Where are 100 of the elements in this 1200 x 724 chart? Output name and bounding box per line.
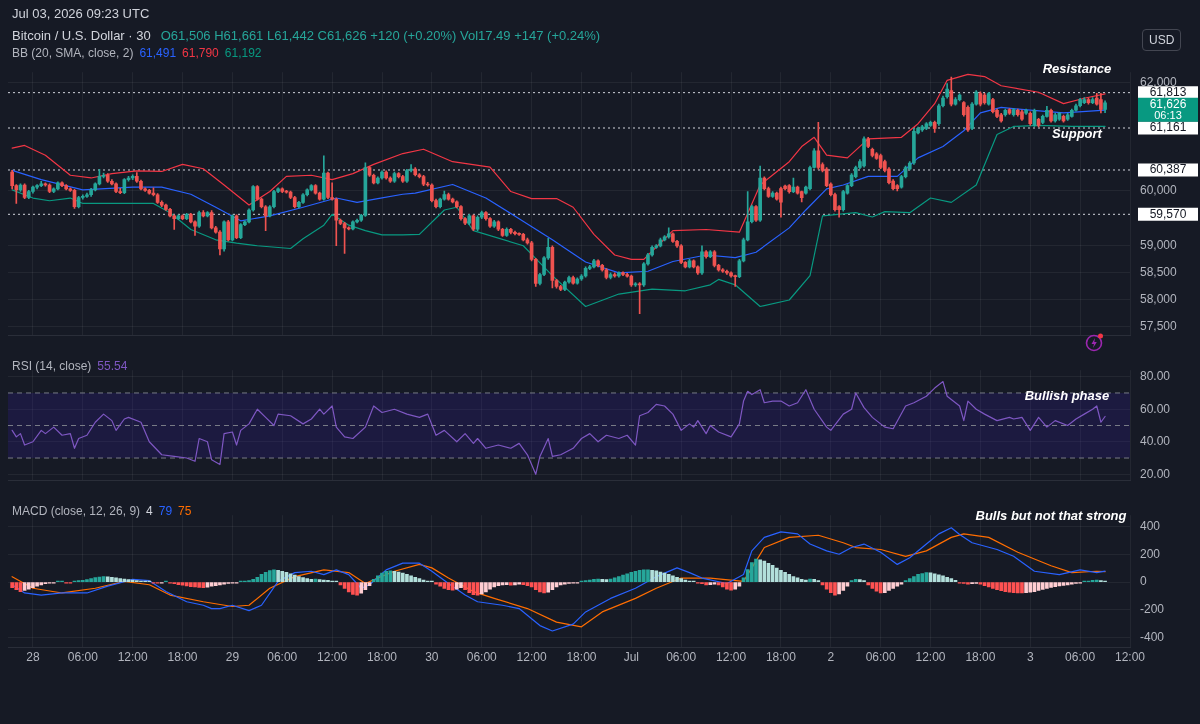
bar [808,578,812,582]
bar [966,582,970,585]
bar [463,582,467,591]
bar [346,582,351,593]
bar [612,577,617,582]
bar [546,582,551,593]
bar [945,576,949,582]
bar [488,582,492,590]
bar [587,579,592,582]
bar [405,574,409,582]
bar [126,579,131,582]
bar [400,572,405,582]
ref-line-label: 61,161 [1149,120,1187,135]
bar [654,570,659,582]
y-tick-label: 20.00 [1140,466,1171,481]
annotation: 79 [158,504,173,518]
x-tick-label: 30 [425,650,439,665]
bar [679,578,684,582]
bar [459,582,463,588]
bar [222,582,226,585]
bar [986,582,991,588]
bar [417,578,422,582]
bar [991,582,995,589]
bar [733,582,738,590]
y-tick-label: 400 [1140,518,1161,533]
bar [666,574,671,582]
bar [438,582,443,587]
annotation: 4 [146,504,153,518]
bar [513,582,517,586]
bar [887,582,891,591]
chart-title: Bitcoin / U.S. Dollar · 30 [12,28,151,43]
bar [26,582,31,590]
bar [197,582,201,588]
bar [484,582,488,593]
bar [621,574,625,582]
text: 61,491 [139,46,177,60]
bar [209,582,214,587]
bar [184,582,189,587]
bar [542,582,546,594]
bar [35,582,39,587]
y-tick-label: 60,000 [1140,183,1178,198]
x-tick-label: 2 [827,650,835,665]
bar [114,577,118,582]
bar [783,572,787,582]
bar [1045,582,1049,589]
bar [409,575,413,582]
bar [625,573,630,582]
bar [891,582,895,589]
bar [1028,582,1033,593]
bar [525,582,530,586]
bar [833,582,837,596]
y-tick-label: 40.00 [1140,434,1171,449]
x-tick-label: 12:00 [117,650,149,665]
bar [1020,582,1024,594]
x-tick-label: 12:00 [1114,650,1146,665]
bar [118,578,123,582]
bar [492,582,497,588]
y-tick-label: -400 [1140,630,1165,645]
bar [213,582,218,586]
bar [93,577,98,582]
bar [1024,582,1028,593]
bar [828,582,833,593]
text: Jul 03, 2026 09:23 UTC [12,6,150,21]
bar [292,574,297,582]
bar [14,582,19,591]
x-tick-label: 18:00 [765,650,797,665]
chart-subtitle: O61,506 H61,661 L61,442 C61,626 +120 (+0.20%) Vol17.49 +147 (+0.24%) [160,28,601,43]
x-tick-label: 12:00 [716,650,747,665]
bar [853,578,858,582]
bar [193,582,197,588]
bar [866,582,871,586]
bar [600,578,605,582]
bar [882,582,887,593]
bar [272,569,276,582]
y-tick-label: 58,000 [1140,291,1178,306]
y-tick-label: 0 [1140,574,1147,589]
y-tick-label: 200 [1140,546,1161,561]
bar [31,582,35,588]
bar [845,582,850,587]
bar [712,582,717,585]
text: 61,626 [1149,97,1187,112]
x-tick-label: 06:00 [865,650,897,665]
annotation: Bulls but not that strong [975,507,1127,523]
bar [380,572,384,582]
x-tick-label: 18:00 [965,650,996,665]
bar [1061,582,1066,586]
bar [1040,582,1045,590]
bar [105,576,110,582]
bar [321,579,326,582]
bar [999,582,1004,592]
bar [496,582,501,586]
bar [754,558,758,582]
bar [189,582,193,587]
bar [941,575,945,582]
x-tick-label: 06:00 [666,650,697,665]
y-tick-label: 80.00 [1140,369,1171,384]
bar [995,582,999,591]
x-tick-label: 3 [1026,650,1034,665]
bar [671,575,675,582]
y-tick-label: 60.00 [1140,401,1171,416]
